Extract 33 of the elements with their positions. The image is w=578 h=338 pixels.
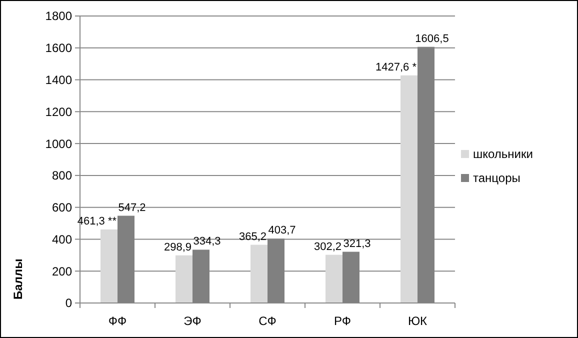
y-tick-label: 1200 <box>45 104 72 119</box>
y-tick-label: 0 <box>65 296 72 310</box>
x-tick-label: СФ <box>258 314 276 328</box>
data-label: 1427,6 * <box>376 61 418 74</box>
legend-label: танцоры <box>473 171 520 186</box>
data-label: 365,2 <box>238 230 266 243</box>
x-tick-label: РФ <box>334 314 351 328</box>
legend-label: школьники <box>473 147 533 162</box>
data-label: 403,7 <box>268 224 296 237</box>
y-tick-label: 1400 <box>45 72 72 87</box>
y-axis-title: Баллы <box>11 258 25 300</box>
y-tick-label: 200 <box>52 264 72 278</box>
y-tick-label: 1800 <box>45 9 72 24</box>
x-tick-label: ЭФ <box>184 314 202 328</box>
y-tick-label: 600 <box>52 200 72 215</box>
bar <box>176 255 192 303</box>
y-tick-label: 800 <box>52 168 72 183</box>
y-tick-label: 400 <box>52 232 72 246</box>
bar <box>400 75 418 303</box>
data-label: 302,2 <box>314 240 342 253</box>
bar <box>250 244 268 303</box>
bar <box>100 229 118 303</box>
data-label: 547,2 <box>118 202 146 214</box>
data-label: 321,3 <box>343 238 371 250</box>
y-tick-label: 1600 <box>45 41 72 56</box>
data-label: 334,3 <box>193 236 221 248</box>
data-label: 461,3 ** <box>77 215 118 228</box>
data-label: 1606,5 <box>415 32 449 45</box>
bar <box>326 254 342 303</box>
x-tick-label: ЮК <box>408 314 428 328</box>
y-tick-label: 1000 <box>45 136 72 151</box>
x-tick-label: ФФ <box>108 314 127 328</box>
data-label: 298,9 <box>164 241 192 254</box>
